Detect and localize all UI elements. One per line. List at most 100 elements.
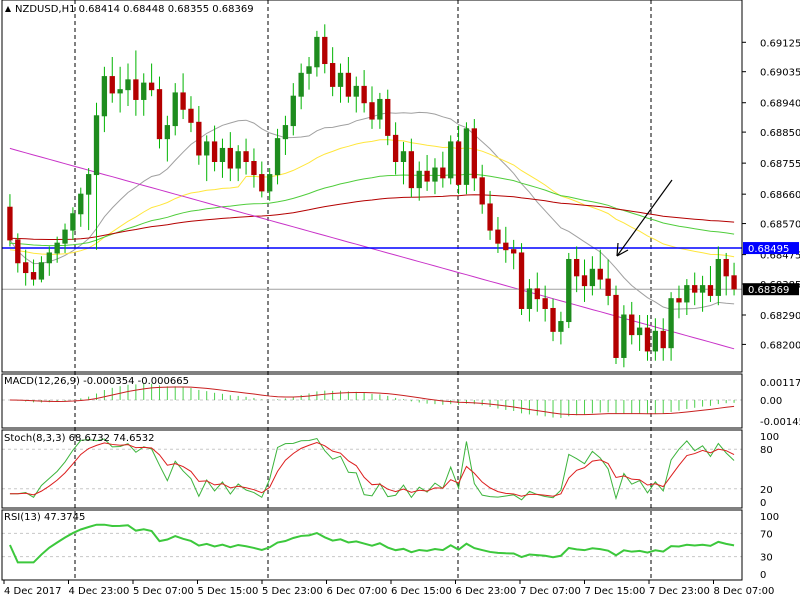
candle-body (15, 239, 21, 264)
candle-body (495, 229, 501, 244)
candle-body (660, 330, 666, 349)
stoch-k-line (9, 437, 735, 501)
candle-body (85, 174, 92, 195)
candle-body (455, 141, 462, 185)
candle-body (282, 125, 289, 140)
candle-body (400, 151, 407, 163)
candle-body (314, 36, 320, 68)
stoch-tick-label: 80 (760, 445, 773, 456)
annotation-arrow-icon[interactable] (616, 179, 673, 257)
time-tick-label: 5 Dec 23:00 (262, 586, 323, 597)
candle-body (251, 161, 257, 176)
candle-body (7, 206, 13, 241)
candle-body (644, 327, 651, 352)
price-tick-label: 0.68755 (760, 159, 800, 170)
candle-body (62, 229, 68, 244)
last-price-text: 0.68369 (748, 285, 789, 296)
candle-body (337, 72, 344, 87)
candle-body (243, 151, 249, 163)
price-tick-label: 0.68940 (760, 99, 800, 110)
time-tick-label: 4 Dec 2017 (4, 586, 62, 597)
candle-body (471, 128, 477, 179)
price-tick-label: 0.68200 (760, 340, 800, 351)
chart-header: NZDUSD,H1 0.68414 0.68448 0.68355 0.6836… (4, 4, 254, 15)
candle-body (534, 288, 540, 300)
candle-body (605, 278, 611, 296)
candle-body (172, 92, 178, 127)
candle-body (408, 151, 415, 189)
rsi-tick-label: 30 (760, 553, 773, 564)
candle-body (558, 321, 564, 332)
candle-body (267, 174, 273, 192)
candle-body (636, 327, 643, 336)
candle-body (38, 262, 45, 280)
macd-label: MACD(12,26,9) -0.000354 -0.000665 (4, 376, 189, 387)
candle-body (589, 268, 596, 287)
price-tick-label: 0.69035 (760, 68, 800, 79)
candle-body (30, 272, 37, 280)
candle-body (369, 102, 375, 120)
candle-body (573, 258, 580, 277)
panel-frame-1 (1, 373, 743, 429)
candle-body (70, 213, 76, 231)
candle-body (164, 125, 171, 140)
price-tick-label: 0.69125 (760, 38, 800, 49)
candle-body (511, 249, 517, 254)
time-tick-label: 8 Dec 07:00 (714, 586, 775, 597)
candle-body (353, 85, 359, 97)
candle-body (385, 98, 391, 136)
candle-body (424, 170, 430, 182)
candle-body (219, 147, 226, 163)
candle-body (723, 258, 729, 277)
candle-body (448, 141, 454, 179)
candle-body (109, 76, 115, 94)
candle-body (259, 174, 265, 192)
chart-symbol-icon (4, 5, 12, 13)
candle-body (526, 288, 533, 309)
time-tick-label: 6 Dec 15:00 (391, 586, 452, 597)
time-tick-label: 7 Dec 15:00 (585, 586, 646, 597)
candle-body (290, 95, 296, 127)
candle-body (46, 252, 52, 264)
panel-frame-0 (1, 0, 743, 373)
candle-body (731, 275, 737, 290)
time-tick-label: 5 Dec 07:00 (133, 586, 194, 597)
candle-body (652, 330, 659, 352)
candle-body (550, 307, 556, 332)
candle-body (298, 72, 304, 97)
candle-body (581, 275, 588, 287)
indicator-series (9, 383, 735, 564)
rsi-tick-label: 100 (760, 512, 779, 523)
candle-body (227, 147, 233, 169)
candle-body (133, 79, 139, 100)
candle-body (613, 294, 619, 358)
candle-body (204, 141, 210, 156)
candle-body (78, 193, 84, 215)
candle-body (188, 108, 194, 123)
candle-body (211, 141, 218, 163)
candle-body (715, 258, 721, 296)
candle-body (125, 79, 131, 91)
candle-body (699, 285, 706, 293)
axis-frame (1, 0, 746, 584)
price-tick-label: 0.68290 (760, 311, 800, 322)
candle-body (93, 115, 100, 176)
candle-body (503, 242, 509, 251)
time-tick-label: 5 Dec 15:00 (198, 586, 259, 597)
stoch-tick-label: 100 (760, 432, 779, 443)
candle-body (432, 167, 438, 182)
price-tick-label: 0.68850 (760, 128, 800, 139)
candle-body (322, 36, 328, 65)
ma-green-line (9, 173, 735, 247)
candle-body (668, 298, 674, 349)
candle-body (684, 285, 690, 303)
macd-signal-line (9, 386, 735, 416)
macd-tick-label: -0.001455 (760, 417, 800, 428)
candle-body (440, 167, 446, 179)
candle-body (463, 128, 470, 185)
candle-body (274, 138, 281, 176)
panel-frame-2 (1, 429, 743, 509)
time-tick-label: 7 Dec 07:00 (520, 586, 581, 597)
last-price-tag (743, 283, 799, 296)
